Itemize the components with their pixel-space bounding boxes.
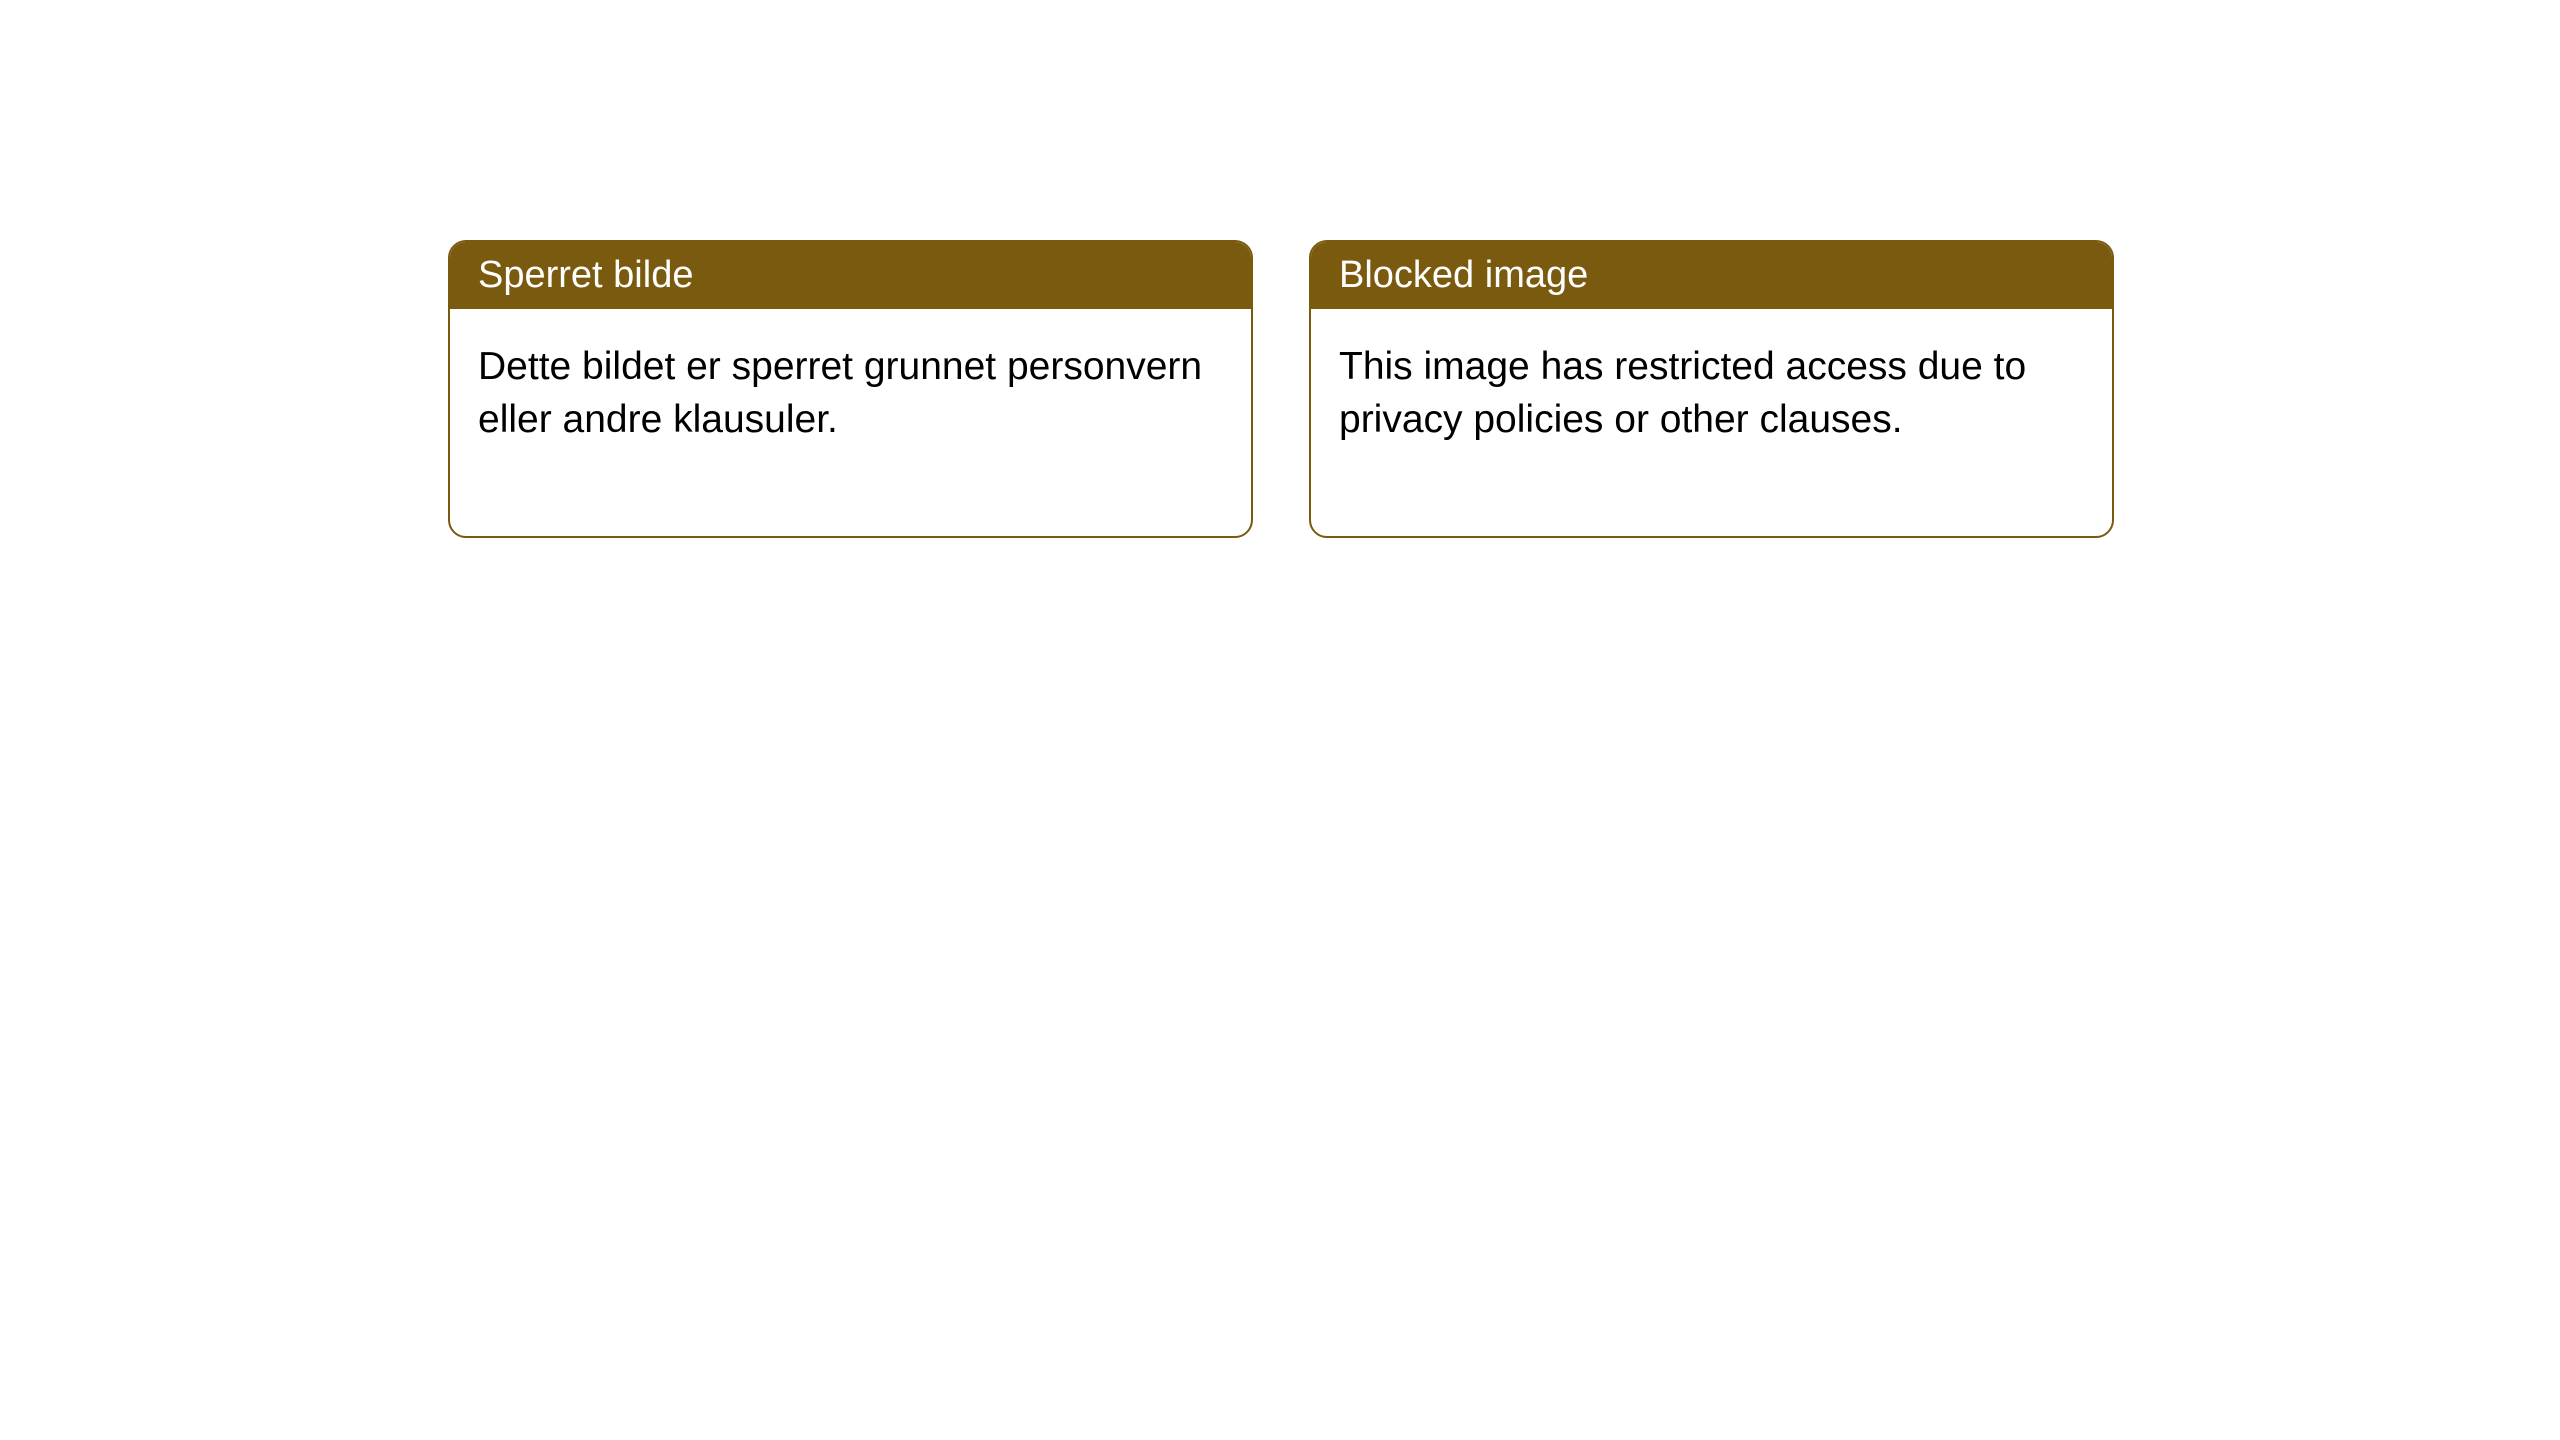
notice-card-norwegian: Sperret bilde Dette bildet er sperret gr… xyxy=(448,240,1253,538)
notice-card-english: Blocked image This image has restricted … xyxy=(1309,240,2114,538)
notice-header-english: Blocked image xyxy=(1311,242,2112,309)
notice-header-norwegian: Sperret bilde xyxy=(450,242,1251,309)
notice-container: Sperret bilde Dette bildet er sperret gr… xyxy=(448,240,2114,538)
notice-body-english: This image has restricted access due to … xyxy=(1311,309,2112,536)
notice-body-norwegian: Dette bildet er sperret grunnet personve… xyxy=(450,309,1251,536)
